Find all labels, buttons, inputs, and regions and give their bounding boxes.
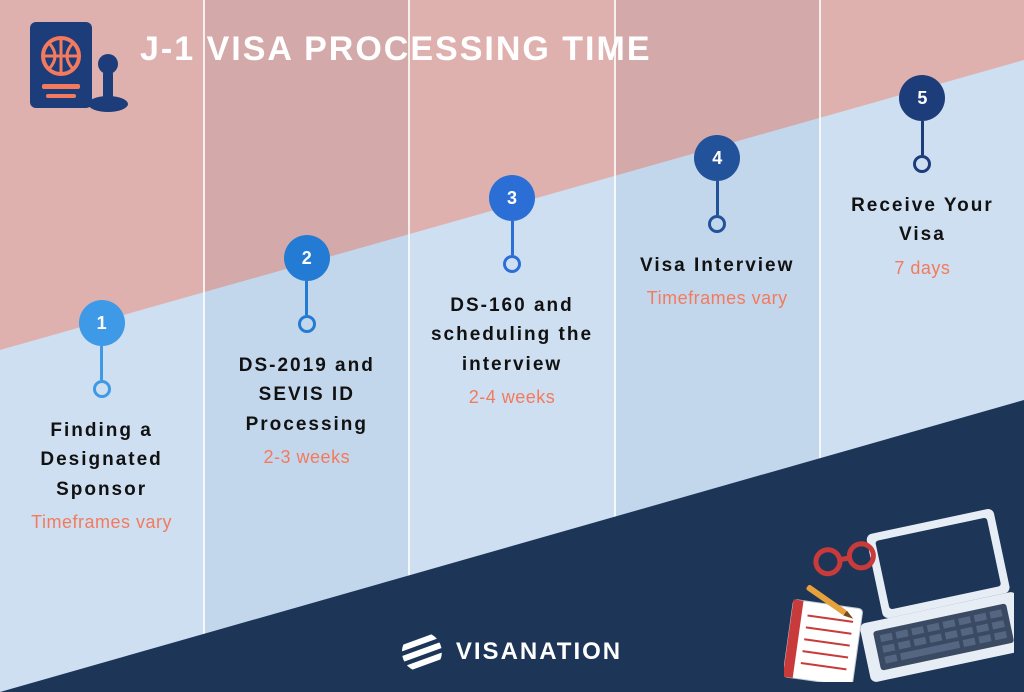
step-1-title: Finding a Designated Sponsor	[12, 416, 191, 504]
step-4-number-badge: 4	[694, 135, 740, 181]
step-1: 1 Finding a Designated Sponsor Timeframe…	[0, 300, 203, 533]
step-2-pin-ring	[298, 315, 316, 333]
step-3: 3 DS-160 and scheduling the interview 2-…	[410, 175, 613, 408]
brand-logo: VISANATION	[402, 632, 622, 672]
step-5-title: Receive Your Visa	[833, 191, 1012, 250]
step-2: 2 DS-2019 and SEVIS ID Processing 2-3 we…	[205, 235, 408, 468]
step-1-pin-ring	[93, 380, 111, 398]
step-3-number: 3	[507, 188, 517, 209]
step-5-pin-stem	[921, 121, 924, 155]
step-3-timeframe: 2-4 weeks	[410, 387, 613, 408]
step-1-pin-stem	[100, 346, 103, 380]
step-5-pin-ring	[913, 155, 931, 173]
step-2-number: 2	[302, 248, 312, 269]
step-3-pin-stem	[511, 221, 514, 255]
step-3-title: DS-160 and scheduling the interview	[423, 291, 602, 379]
step-5-timeframe: 7 days	[821, 258, 1024, 279]
desk-decoration-icon	[784, 492, 1014, 682]
step-4: 4 Visa Interview Timeframes vary	[616, 135, 819, 309]
step-2-title: DS-2019 and SEVIS ID Processing	[217, 351, 396, 439]
step-3-pin: 3	[410, 175, 613, 273]
step-1-timeframe: Timeframes vary	[0, 512, 203, 533]
step-4-number: 4	[712, 148, 722, 169]
step-3-pin-ring	[503, 255, 521, 273]
step-5-number-badge: 5	[899, 75, 945, 121]
step-2-pin: 2	[205, 235, 408, 333]
brand-name: VISANATION	[456, 638, 622, 666]
step-2-number-badge: 2	[284, 235, 330, 281]
step-3-number-badge: 3	[489, 175, 535, 221]
step-5: 5 Receive Your Visa 7 days	[821, 75, 1024, 279]
step-5-number: 5	[917, 88, 927, 109]
page-title: J-1 VISA PROCESSING TIME	[140, 30, 652, 69]
step-4-pin-ring	[708, 215, 726, 233]
step-4-pin: 4	[616, 135, 819, 233]
step-1-number: 1	[97, 313, 107, 334]
step-5-pin: 5	[821, 75, 1024, 173]
step-4-timeframe: Timeframes vary	[616, 288, 819, 309]
brand-logo-mark-icon	[402, 632, 442, 672]
step-2-timeframe: 2-3 weeks	[205, 447, 408, 468]
step-1-number-badge: 1	[79, 300, 125, 346]
passport-stamp-icon	[24, 18, 134, 128]
step-1-pin: 1	[0, 300, 203, 398]
step-2-pin-stem	[305, 281, 308, 315]
step-4-title: Visa Interview	[628, 251, 807, 280]
step-4-pin-stem	[716, 181, 719, 215]
